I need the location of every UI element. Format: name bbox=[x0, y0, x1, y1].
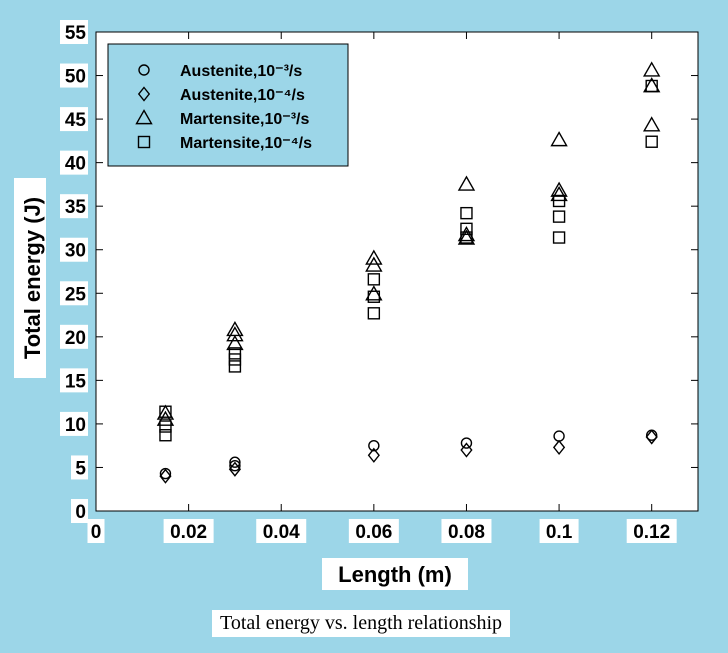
square-marker bbox=[367, 273, 381, 286]
square-marker bbox=[460, 206, 473, 220]
triangle-marker bbox=[550, 131, 568, 147]
x-tick-label-bg bbox=[87, 519, 105, 543]
triangle-marker bbox=[365, 285, 383, 301]
circle-marker bbox=[368, 439, 380, 452]
x-tick-label: 0 bbox=[91, 522, 102, 543]
y-tick-label: 45 bbox=[65, 110, 87, 131]
square-marker bbox=[159, 429, 172, 442]
square-marker bbox=[159, 405, 172, 418]
y-tick-label: 40 bbox=[65, 154, 86, 175]
y-tick-label-bg bbox=[60, 411, 88, 436]
square-marker bbox=[367, 290, 381, 303]
axis-ticks bbox=[95, 31, 698, 512]
y-tick-label: 20 bbox=[65, 328, 86, 349]
square-marker bbox=[645, 135, 658, 148]
square-marker bbox=[228, 360, 242, 373]
axis-tick-labels: 0 0.02 0.04 0.06 0.08 0.1 0.12 0 5 10 15 20 25 30 35 40… bbox=[60, 20, 677, 543]
y-tick-label-bg bbox=[71, 499, 88, 523]
legend-entry-label: Austenite,10⁻³/s bbox=[180, 63, 302, 80]
y-tick-label: 30 bbox=[65, 241, 86, 262]
triangle-marker bbox=[156, 404, 175, 420]
y-tick-label-bg bbox=[60, 63, 88, 88]
x-tick-label: 0.04 bbox=[263, 522, 300, 543]
x-tick-label-bg bbox=[539, 519, 579, 543]
square-marker bbox=[460, 222, 473, 236]
y-tick-label-bg bbox=[60, 281, 88, 306]
circle-marker bbox=[460, 437, 473, 449]
y-tick-label: 10 bbox=[65, 415, 86, 436]
y-axis-label: Total energy (J) bbox=[20, 197, 45, 359]
x-tick-label: 0.02 bbox=[170, 522, 207, 543]
triangle-marker bbox=[642, 116, 661, 132]
y-tick-label: 35 bbox=[65, 197, 87, 218]
legend-entry-label: Martensite,10⁻³/s bbox=[180, 111, 309, 128]
y-tick-label-bg bbox=[71, 455, 88, 480]
triangle-marker bbox=[550, 185, 568, 202]
y-tick-label-bg bbox=[60, 237, 88, 262]
square-marker bbox=[367, 307, 381, 320]
y-tick-label-bg bbox=[60, 20, 88, 44]
legend-triangle-marker bbox=[135, 109, 153, 125]
square-marker bbox=[552, 210, 566, 223]
diamond-marker bbox=[159, 468, 172, 484]
legend-box bbox=[107, 43, 349, 167]
triangle-marker bbox=[226, 334, 244, 351]
y-tick-label-bg bbox=[60, 150, 88, 175]
y-tick-label: 0 bbox=[75, 502, 86, 523]
legend-entry-label: Martensite,10⁻⁴/s bbox=[180, 135, 312, 152]
x-tick-label-bg bbox=[163, 519, 214, 543]
data-markers bbox=[156, 61, 661, 484]
y-tick-label-bg bbox=[60, 107, 88, 132]
figure-caption: Total energy vs. length relationship bbox=[212, 610, 511, 637]
y-tick-label-bg bbox=[60, 324, 88, 349]
square-marker bbox=[645, 79, 658, 93]
x-tick-label: 0.1 bbox=[546, 522, 573, 543]
square-marker bbox=[228, 353, 242, 366]
square-marker bbox=[159, 420, 172, 433]
triangle-marker bbox=[226, 326, 244, 342]
y-tick-label: 25 bbox=[65, 284, 87, 305]
y-tick-label-bg bbox=[60, 194, 88, 219]
triangle-marker bbox=[457, 229, 476, 245]
square-marker bbox=[552, 231, 566, 244]
x-tick-label: 0.12 bbox=[633, 522, 670, 543]
triangle-marker bbox=[156, 410, 175, 426]
diamond-marker bbox=[228, 461, 242, 477]
square-marker bbox=[552, 194, 566, 208]
x-axis-title: Length (m) bbox=[322, 558, 468, 590]
x-tick-label: 0.08 bbox=[448, 522, 485, 543]
y-tick-label: 15 bbox=[65, 371, 87, 392]
triangle-marker bbox=[457, 175, 476, 191]
x-tick-label: 0.06 bbox=[355, 522, 392, 543]
y-tick-label: 55 bbox=[65, 23, 87, 44]
diamond-marker bbox=[645, 429, 658, 445]
legend-diamond-marker bbox=[137, 86, 151, 102]
x-tick-label-bg bbox=[348, 519, 399, 543]
x-tick-label-bg bbox=[626, 519, 677, 543]
x-tick-label-bg bbox=[256, 519, 307, 543]
circle-marker bbox=[229, 456, 241, 468]
y-tick-label: 50 bbox=[65, 67, 86, 88]
legend: Austenite,10⁻³/s Austenite,10⁻⁴/s Martensi… bbox=[107, 43, 349, 167]
diamond-marker bbox=[460, 442, 473, 458]
triangle-marker bbox=[365, 256, 383, 272]
diamond-marker bbox=[367, 447, 380, 463]
y-axis-title: Total energy (J) bbox=[14, 178, 46, 378]
y-tick-label-bg bbox=[60, 368, 88, 393]
legend-circle-marker bbox=[138, 64, 150, 76]
legend-entry-label: Austenite,10⁻⁴/s bbox=[180, 87, 305, 104]
y-tick-label: 5 bbox=[75, 458, 86, 479]
triangle-marker bbox=[365, 249, 383, 265]
square-marker bbox=[460, 231, 473, 244]
x-tick-label-bg bbox=[441, 519, 492, 543]
circle-marker bbox=[229, 460, 241, 472]
x-axis-label: Length (m) bbox=[338, 562, 452, 587]
triangle-marker bbox=[642, 61, 661, 77]
legend-square-marker bbox=[137, 135, 151, 149]
diamond-marker bbox=[552, 439, 566, 456]
